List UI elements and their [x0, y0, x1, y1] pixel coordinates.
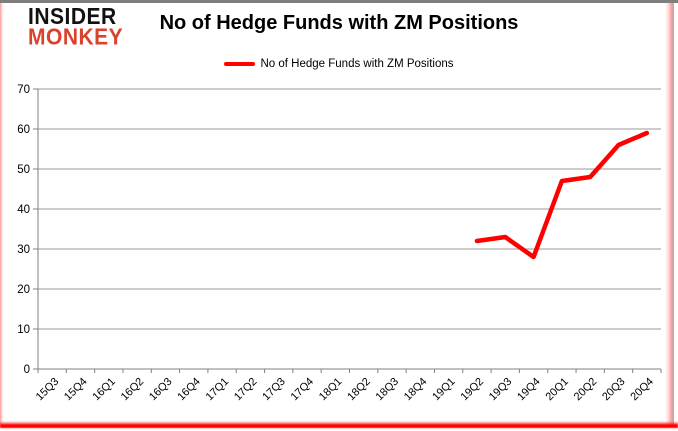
y-tick-label: 10 — [17, 324, 30, 336]
y-tick-label: 20 — [17, 284, 30, 296]
x-tick-label: 17Q1 — [204, 376, 232, 404]
chart-title: No of Hedge Funds with ZM Positions — [159, 12, 519, 34]
logo-line-insider: INSIDER — [28, 4, 117, 30]
y-tick-label: 60 — [17, 124, 30, 136]
legend-line-swatch — [224, 62, 256, 66]
x-tick-label: 19Q1 — [430, 376, 458, 404]
logo-line-monkey: MONKEY — [28, 24, 124, 50]
chart-legend: No of Hedge Funds with ZM Positions — [0, 58, 678, 70]
x-tick-label: 20Q4 — [628, 376, 656, 404]
x-tick-label: 16Q4 — [175, 376, 203, 404]
x-tick-label: 19Q3 — [487, 376, 515, 404]
x-tick-label: 18Q2 — [345, 376, 373, 404]
x-tick-label: 17Q2 — [232, 376, 260, 404]
x-tick-label: 18Q1 — [317, 376, 345, 404]
x-tick-label: 19Q2 — [459, 376, 487, 404]
legend-label: No of Hedge Funds with ZM Positions — [260, 58, 454, 70]
x-tick-label: 18Q4 — [402, 376, 430, 404]
x-tick-label: 20Q2 — [572, 376, 600, 404]
y-tick-label: 40 — [17, 204, 30, 216]
x-tick-label: 15Q3 — [34, 376, 62, 404]
y-tick-label: 50 — [17, 164, 30, 176]
x-tick-label: 16Q1 — [90, 376, 118, 404]
x-tick-label: 16Q2 — [119, 376, 147, 404]
x-tick-label: 19Q4 — [515, 376, 543, 404]
y-tick-label: 70 — [17, 84, 30, 96]
x-tick-label: 15Q4 — [62, 376, 90, 404]
x-tick-label: 16Q3 — [147, 376, 175, 404]
x-tick-label: 17Q4 — [289, 376, 317, 404]
y-tick-label: 0 — [24, 364, 30, 376]
x-tick-label: 20Q1 — [543, 376, 571, 404]
x-tick-label: 20Q3 — [600, 376, 628, 404]
x-tick-label: 18Q3 — [374, 376, 402, 404]
insider-monkey-logo: INSIDER MONKEY — [28, 4, 124, 50]
data-line-no-of-hedge-funds-with-zm-positions — [474, 130, 650, 260]
x-tick-label: 17Q3 — [260, 376, 288, 404]
y-tick-label: 30 — [17, 244, 30, 256]
